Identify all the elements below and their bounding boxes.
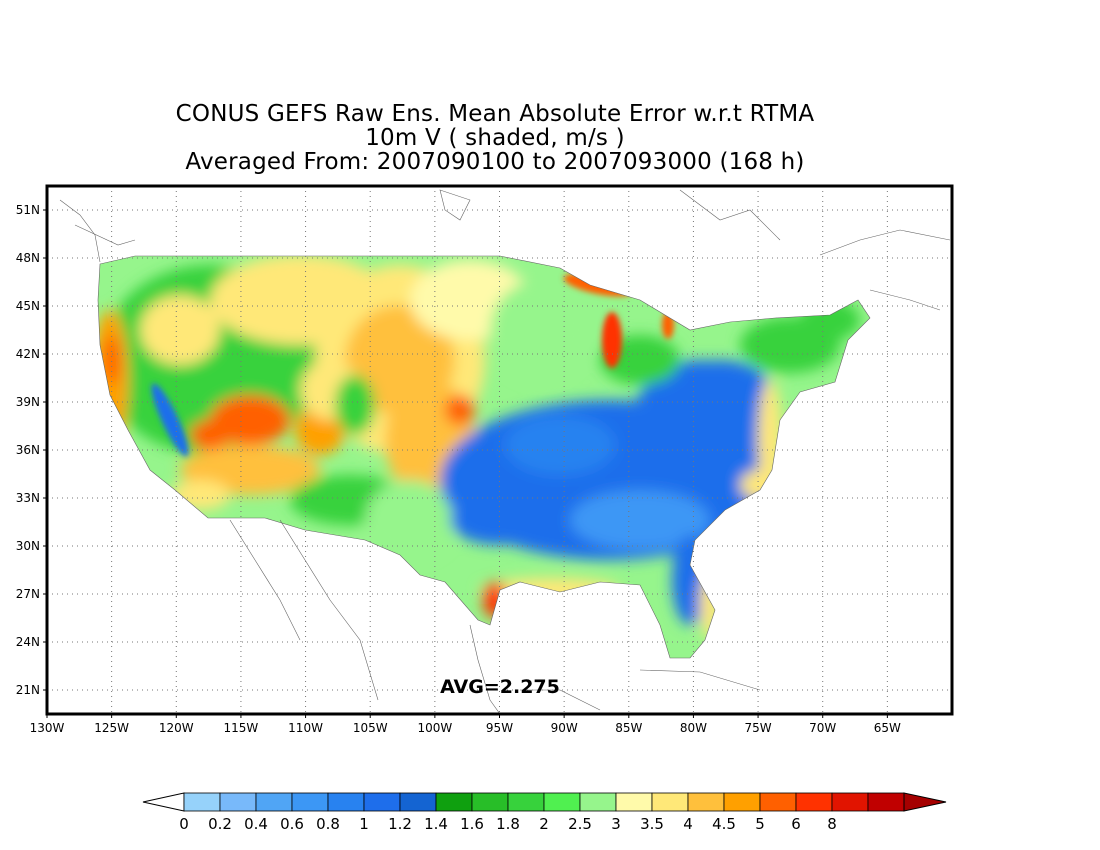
lon-tick-label: 70W: [809, 721, 836, 735]
lat-tick-label: 45N: [16, 299, 40, 313]
lon-tick-label: 125W: [94, 721, 129, 735]
colorbar-label: 8: [827, 815, 837, 833]
colorbar-swatch: [543, 792, 581, 812]
longitude-tick-labels: 130W 125W 120W 115W 110W 105W 100W 95W 90W 85W 80W…: [30, 714, 901, 735]
colorbar-swatch: [363, 792, 401, 812]
colorbar-swatch: [795, 792, 833, 812]
colorbar-swatch: [435, 792, 473, 812]
lat-tick-label: 24N: [16, 635, 40, 649]
colorbar-label: 0.8: [316, 815, 340, 833]
lon-tick-label: 65W: [874, 721, 901, 735]
shaded-error-field: [98, 256, 870, 658]
colorbar-swatch: [579, 792, 617, 812]
colorbar-under-arrow: [142, 792, 185, 812]
colorbar-label: 4: [683, 815, 693, 833]
lat-tick-label: 39N: [16, 395, 40, 409]
colorbar: 0 0.2 0.4 0.6 0.8 1 1.2 1.4 1.6 1.8 2 2.5 3 3.5 4 4.5 5 6…: [142, 792, 947, 833]
colorbar-label: 1: [359, 815, 369, 833]
colorbar-swatch: [831, 792, 869, 812]
colorbar-label: 1.4: [424, 815, 448, 833]
colorbar-label: 5: [755, 815, 765, 833]
colorbar-label: 3: [611, 815, 621, 833]
chart-title-line-2: 10m V ( shaded, m/s ): [365, 125, 625, 151]
lon-tick-label: 75W: [745, 721, 772, 735]
colorbar-label: 3.5: [640, 815, 664, 833]
lat-tick-label: 36N: [16, 443, 40, 457]
colorbar-label: 1.8: [496, 815, 520, 833]
lat-tick-label: 51N: [16, 203, 40, 217]
colorbar-swatch: [471, 792, 509, 812]
colorbar-swatch: [183, 792, 221, 812]
average-label: AVG=2.275: [440, 676, 560, 698]
lon-tick-label: 90W: [551, 721, 578, 735]
colorbar-swatch: [327, 792, 365, 812]
colorbar-label: 0: [179, 815, 189, 833]
colorbar-label: 2: [539, 815, 549, 833]
lon-tick-label: 105W: [353, 721, 388, 735]
colorbar-swatch: [507, 792, 545, 812]
lon-tick-label: 85W: [615, 721, 642, 735]
colorbar-swatch: [399, 792, 437, 812]
lat-tick-label: 27N: [16, 587, 40, 601]
colorbar-swatch: [255, 792, 293, 812]
chart-title-line-3: Averaged From: 2007090100 to 2007093000 …: [185, 149, 805, 175]
lon-tick-label: 115W: [224, 721, 259, 735]
lon-tick-label: 120W: [159, 721, 194, 735]
colorbar-swatch: [291, 792, 329, 812]
colorbar-swatch: [723, 792, 761, 812]
latitude-tick-labels: 21N 24N 27N 30N 33N 36N 39N 42N 45N 48N 51N: [16, 203, 47, 697]
colorbar-swatch: [651, 792, 689, 812]
lon-tick-label: 110W: [288, 721, 323, 735]
lon-tick-label: 130W: [30, 721, 65, 735]
colorbar-over-arrow: [903, 792, 947, 812]
lat-tick-label: 42N: [16, 347, 40, 361]
lat-tick-label: 30N: [16, 539, 40, 553]
colorbar-label: 1.6: [460, 815, 484, 833]
colorbar-label: 0.2: [208, 815, 232, 833]
colorbar-label: 2.5: [568, 815, 592, 833]
colorbar-swatch: [687, 792, 725, 812]
lon-tick-label: 100W: [417, 721, 452, 735]
colorbar-swatch: [759, 792, 797, 812]
colorbar-label: 6: [791, 815, 801, 833]
lat-tick-label: 48N: [16, 251, 40, 265]
colorbar-label: 0.6: [280, 815, 304, 833]
lat-tick-label: 33N: [16, 491, 40, 505]
colorbar-label: 1.2: [388, 815, 412, 833]
colorbar-swatch: [615, 792, 653, 812]
colorbar-label: 4.5: [712, 815, 736, 833]
lon-tick-label: 95W: [486, 721, 513, 735]
chart-title-line-1: CONUS GEFS Raw Ens. Mean Absolute Error …: [175, 101, 815, 127]
coastline-outlines: [59, 189, 951, 714]
colorbar-label: 0.4: [244, 815, 268, 833]
colorbar-swatch: [219, 792, 257, 812]
colorbar-swatch: [867, 792, 905, 812]
lon-tick-label: 80W: [680, 721, 707, 735]
lat-tick-label: 21N: [16, 683, 40, 697]
